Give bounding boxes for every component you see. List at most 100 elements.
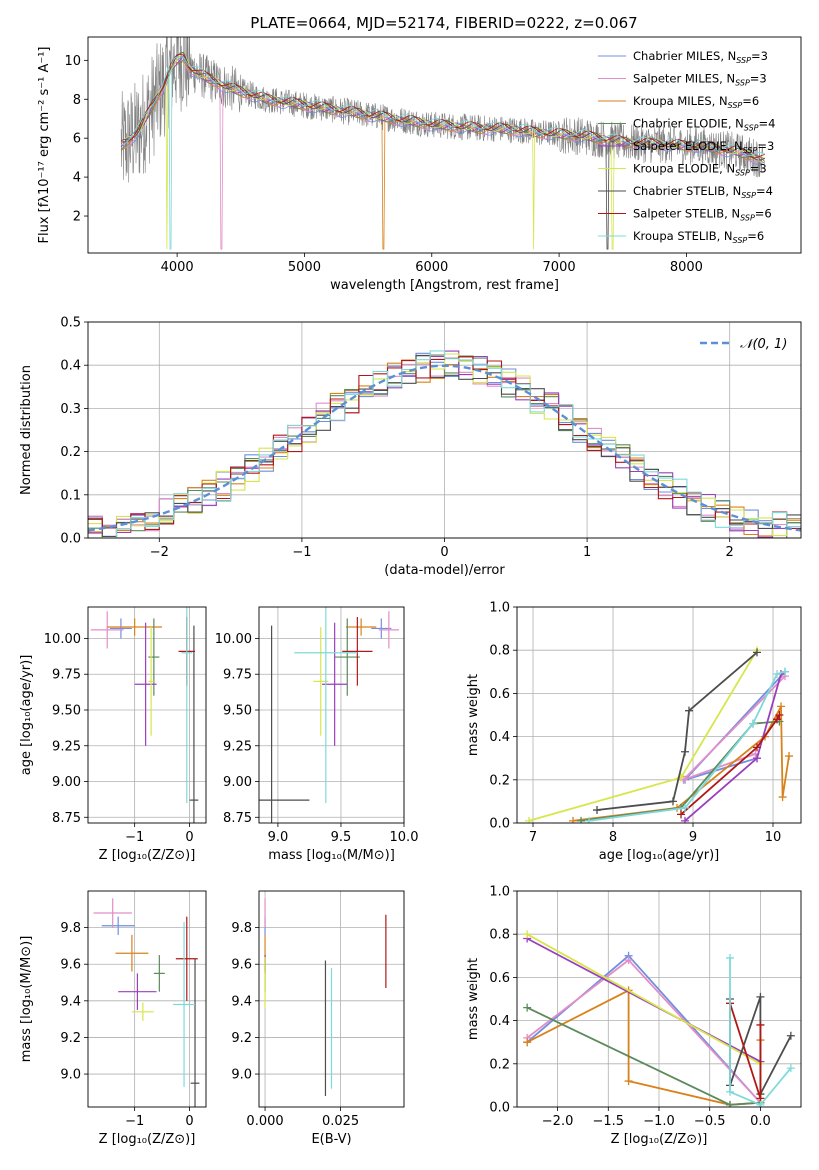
y-tick-label: 9.8 xyxy=(60,921,81,936)
mass-weight-point xyxy=(781,667,789,676)
mass-weight-point xyxy=(778,793,787,802)
y-tick-label: 0.6 xyxy=(489,687,510,702)
y-tick-label: 9.8 xyxy=(231,921,252,936)
mass-weight-point xyxy=(523,930,532,939)
y-tick-label: 9.0 xyxy=(60,1068,81,1083)
x-tick-label: −1 xyxy=(292,545,311,560)
mass-weight-line xyxy=(526,933,761,1065)
y-tick-label: 1.0 xyxy=(489,885,510,900)
x-tick-label: 0.025 xyxy=(322,1114,359,1129)
mass-weight-point xyxy=(756,992,765,1001)
y-tick-label: 0.0 xyxy=(489,817,510,832)
axes-frame xyxy=(516,606,802,824)
plot-area xyxy=(120,37,766,250)
y-tick-label: 0.1 xyxy=(60,488,81,503)
plot-area xyxy=(264,898,387,1097)
x-axis-label: Z [log₁₀(Z/Z⊙)] xyxy=(611,1132,708,1147)
panel-massweight_vs_age: 7 8 9 10 0.0 0.2 0.4 0.6 0.8 1.0 age [log₁₀(age/yr… xyxy=(466,601,802,863)
plot-area xyxy=(523,930,795,1107)
mass-weight-point xyxy=(525,816,533,823)
mass-weight-point xyxy=(756,1020,765,1029)
mass-weight-point xyxy=(786,1031,795,1040)
x-tick-label: −1 xyxy=(125,830,144,845)
y-tick-label: 10.00 xyxy=(215,632,252,647)
mass-weight-point xyxy=(677,810,685,819)
y-tick-label: 0.8 xyxy=(489,928,510,943)
panel-mass_vs_Z: −1 0 9.0 9.2 9.4 9.6 9.8 Z [log₁₀(Z/Z⊙)] mass [l… xyxy=(19,890,207,1147)
y-tick-label: 0.4 xyxy=(489,730,510,745)
legend-label: Kroupa ELODIE, NSSP=3 xyxy=(633,162,767,178)
y-tick-label: 9.50 xyxy=(223,703,252,718)
y-tick-label: 0.0 xyxy=(60,532,81,547)
y-tick-label: 8 xyxy=(73,93,81,108)
residual-histogram xyxy=(88,354,801,538)
mass-weight-point xyxy=(777,702,785,711)
legend-label: Salpeter ELODIE, NSSP=3 xyxy=(633,139,774,155)
mass-weight-line xyxy=(680,714,781,816)
y-tick-label: 4 xyxy=(73,171,81,186)
y-tick-label: 9.00 xyxy=(52,775,81,790)
x-tick-label: 1 xyxy=(583,545,591,560)
y-axis-label: Normed distribution xyxy=(19,365,34,495)
x-tick-label: 5000 xyxy=(288,260,321,275)
y-tick-label: 0.2 xyxy=(489,1057,510,1072)
y-tick-label: 9.50 xyxy=(52,703,81,718)
mass-weight-point xyxy=(786,1064,795,1073)
mass-weight-point xyxy=(749,719,757,728)
mass-weight-point xyxy=(756,1100,765,1107)
x-tick-label: −2.0 xyxy=(542,1114,574,1129)
y-tick-label: 8.75 xyxy=(223,811,252,826)
x-tick-label: −1.5 xyxy=(592,1114,624,1129)
legend-label: Kroupa STELIB, NSSP=6 xyxy=(633,229,764,245)
axes-frame xyxy=(258,890,405,1108)
x-tick-label: 0 xyxy=(185,1114,193,1129)
y-tick-label: 0.2 xyxy=(60,445,81,460)
x-tick-label: 0 xyxy=(185,830,193,845)
y-tick-label: 0.2 xyxy=(489,773,510,788)
legend-label: Salpeter STELIB, NSSP=6 xyxy=(633,207,772,223)
x-tick-label: 7000 xyxy=(543,260,576,275)
y-tick-label: 9.6 xyxy=(60,958,81,973)
legend-label: 𝒩(0, 1) xyxy=(740,337,787,352)
x-tick-label: 0.0 xyxy=(750,1114,771,1129)
x-tick-label: 9.0 xyxy=(268,830,289,845)
mass-weight-point xyxy=(753,754,761,763)
legend-label: Chabrier STELIB, NSSP=4 xyxy=(633,184,773,200)
y-axis-label: mass weight xyxy=(466,674,481,756)
panel-massweight_vs_Z: −2.0 −1.5 −1.0 −0.5 0.0 0.0 0.2 0.4 0.6 0.8 1.0 Z [… xyxy=(466,885,802,1147)
y-tick-label: 9.4 xyxy=(231,994,252,1009)
axes-frame xyxy=(258,606,405,824)
mass-weight-point xyxy=(577,816,585,823)
mass-weight-point xyxy=(523,1003,532,1012)
x-tick-label: 6000 xyxy=(415,260,448,275)
mass-weight-point xyxy=(773,669,781,678)
plot-area xyxy=(93,898,200,1107)
x-tick-label: 2 xyxy=(726,545,734,560)
y-axis-label: mass [log₁₀(M/M⊙)] xyxy=(19,936,34,1063)
x-axis-label: (data-model)/error xyxy=(384,563,505,578)
plot-area xyxy=(88,350,801,538)
y-tick-label: 9.6 xyxy=(231,958,252,973)
x-axis-label: age [log₁₀(age/yr)] xyxy=(599,848,720,863)
mass-weight-point xyxy=(593,806,601,815)
y-tick-label: 10.00 xyxy=(44,632,81,647)
mass-weight-point xyxy=(775,711,784,719)
figure-title: PLATE=0664, MJD=52174, FIBERID=0222, z=0… xyxy=(250,14,637,32)
legend-label: Chabrier MILES, NSSP=3 xyxy=(633,49,768,65)
panel-mass_vs_EBV: 0.000 0.025 9.0 9.2 9.4 9.6 9.8 E(B-V) xyxy=(231,890,405,1147)
panel-age_vs_mass: 9.0 9.5 10.0 8.75 9.00 9.25 9.50 9.75 10.00 mass … xyxy=(215,606,418,863)
residual-histogram xyxy=(88,353,801,538)
mass-weight-point xyxy=(685,706,693,715)
x-tick-label: 8000 xyxy=(670,260,703,275)
mass-weight-point xyxy=(669,797,677,806)
y-tick-label: 9.25 xyxy=(52,739,81,754)
y-tick-label: 0.4 xyxy=(60,359,81,374)
x-tick-label: 7 xyxy=(529,830,537,845)
mass-weight-point xyxy=(681,803,689,812)
x-tick-label: −1.0 xyxy=(643,1114,675,1129)
residual-histogram xyxy=(88,356,801,530)
y-tick-label: 9.25 xyxy=(223,739,252,754)
y-tick-label: 9.00 xyxy=(223,775,252,790)
mass-weight-line xyxy=(729,958,792,1106)
